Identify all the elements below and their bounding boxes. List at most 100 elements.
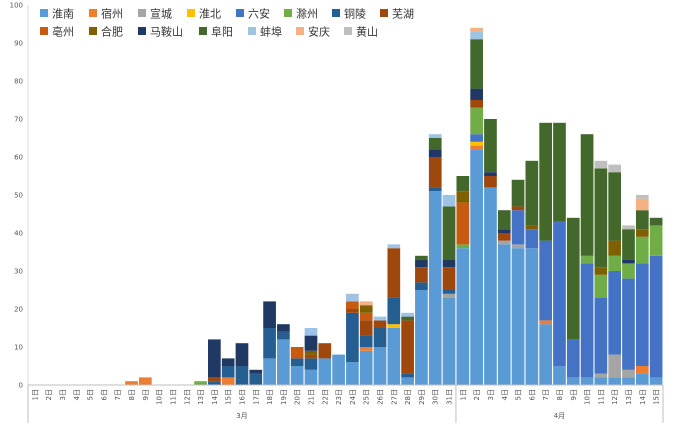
- x-tick-label: 29日: [418, 389, 426, 405]
- bar-segment: [635, 195, 649, 199]
- bar-segment: [594, 297, 608, 374]
- x-tick-label: 16日: [238, 389, 246, 405]
- x-tick-label: 15日: [225, 389, 233, 405]
- bar-segment: [346, 309, 359, 313]
- bar-segment: [539, 324, 553, 385]
- legend-swatch: [89, 27, 97, 35]
- bar-segment: [249, 373, 263, 385]
- legend-swatch: [296, 27, 304, 35]
- bar-segment: [401, 312, 414, 317]
- x-tick-label: 7日: [542, 389, 550, 400]
- legend-item: 淮南: [40, 8, 74, 21]
- bar-segment: [608, 377, 622, 385]
- bar-segment: [442, 195, 456, 207]
- y-tick-label: 50: [14, 192, 23, 200]
- bar-segment: [594, 274, 608, 298]
- x-tick-label: 20日: [294, 389, 302, 405]
- bar-segment: [456, 176, 470, 192]
- x-tick-label: 1日: [459, 389, 467, 400]
- bar-segment: [235, 366, 249, 385]
- bar-segment: [608, 240, 622, 256]
- bar-segment: [428, 187, 442, 192]
- x-tick-label: 15日: [653, 389, 661, 405]
- bar-segment: [622, 225, 635, 230]
- bar-segment: [622, 263, 635, 279]
- bar-segment: [415, 282, 428, 290]
- bar-segment: [221, 366, 235, 378]
- x-tick-label: 6日: [100, 389, 108, 400]
- bar-segment: [470, 141, 483, 146]
- bar-segment: [484, 172, 497, 176]
- bar-segment: [221, 377, 235, 385]
- bar-segment: [359, 305, 373, 313]
- legend-label: 亳州: [52, 25, 74, 39]
- bar-segment: [277, 339, 290, 385]
- legend-swatch: [332, 9, 340, 17]
- bar-segment: [373, 320, 387, 328]
- x-axis: 1日 2日 3日 4日 5日 6日 7日 8日 9日 10日 11日 12日 13日 14日 15日 16日 1…: [27, 384, 664, 423]
- y-axis: 0 10 20 30 40 50 60 70 80 90 100: [10, 2, 29, 390]
- legend-label: 芜湖: [392, 7, 414, 21]
- bar-segment: [566, 339, 580, 378]
- legend-item: 淮北: [187, 8, 221, 21]
- bar-segment: [263, 358, 276, 385]
- bar-segment: [359, 347, 373, 351]
- legend-swatch: [138, 27, 146, 35]
- x-tick-label: 17日: [252, 389, 260, 405]
- x-tick-label: 3日: [487, 389, 495, 400]
- bar-segment: [442, 259, 456, 268]
- bar-segment: [373, 347, 387, 385]
- bar-segment: [359, 301, 373, 306]
- bar-segment: [608, 164, 622, 173]
- x-tick-label: 4日: [501, 389, 509, 400]
- bar-segment: [359, 320, 373, 336]
- x-tick-label: 8日: [128, 389, 136, 400]
- bar-segment: [428, 134, 442, 138]
- bar-segment: [635, 210, 649, 230]
- bar-segment: [470, 31, 483, 40]
- bar-segment: [277, 331, 290, 340]
- bar-segment: [401, 316, 414, 321]
- legend-swatch: [284, 9, 292, 17]
- x-tick-label: 23日: [335, 389, 343, 405]
- bar-segment: [635, 236, 649, 264]
- x-tick-label: 12日: [611, 389, 619, 405]
- bar-segment: [649, 377, 663, 385]
- legend-label: 宿州: [101, 7, 123, 21]
- bar-segment: [304, 369, 318, 385]
- x-tick-label: 10日: [156, 389, 164, 405]
- legend-item: 滁州: [284, 7, 318, 21]
- x-tick-label: 1日: [31, 389, 39, 400]
- legend-label: 铜陵: [344, 7, 366, 21]
- bar-segment: [525, 225, 539, 230]
- bar-segment: [649, 255, 663, 378]
- bar-segment: [318, 343, 332, 359]
- legend-item: 黄山: [344, 25, 378, 39]
- y-tick-label: 30: [14, 268, 23, 276]
- x-tick-label: 13日: [625, 389, 633, 405]
- bar-segment: [456, 191, 470, 203]
- bar-segment: [497, 244, 511, 385]
- bar-segment: [635, 229, 649, 237]
- bar-segment: [497, 210, 511, 230]
- bar-segment: [290, 347, 304, 359]
- bar-segment: [553, 122, 566, 222]
- bar-segment: [318, 358, 332, 385]
- bar-segment: [208, 381, 221, 385]
- bar-segment: [470, 149, 483, 385]
- x-tick-label: 14日: [211, 389, 219, 405]
- bar-segment: [373, 316, 387, 321]
- x-tick-label: 10日: [584, 389, 592, 405]
- bar-segment: [263, 301, 276, 328]
- bar-segment: [194, 381, 207, 385]
- bar-segment: [415, 255, 428, 260]
- bar-segment: [263, 328, 276, 359]
- x-tick-label: 11日: [169, 389, 177, 405]
- bar-segment: [249, 369, 263, 374]
- bar-segment: [580, 134, 594, 256]
- bar-segment: [415, 290, 428, 385]
- bar-segment: [359, 312, 373, 321]
- bar-segment: [304, 328, 318, 336]
- bar-segment: [387, 248, 401, 298]
- bar-segment: [553, 221, 566, 366]
